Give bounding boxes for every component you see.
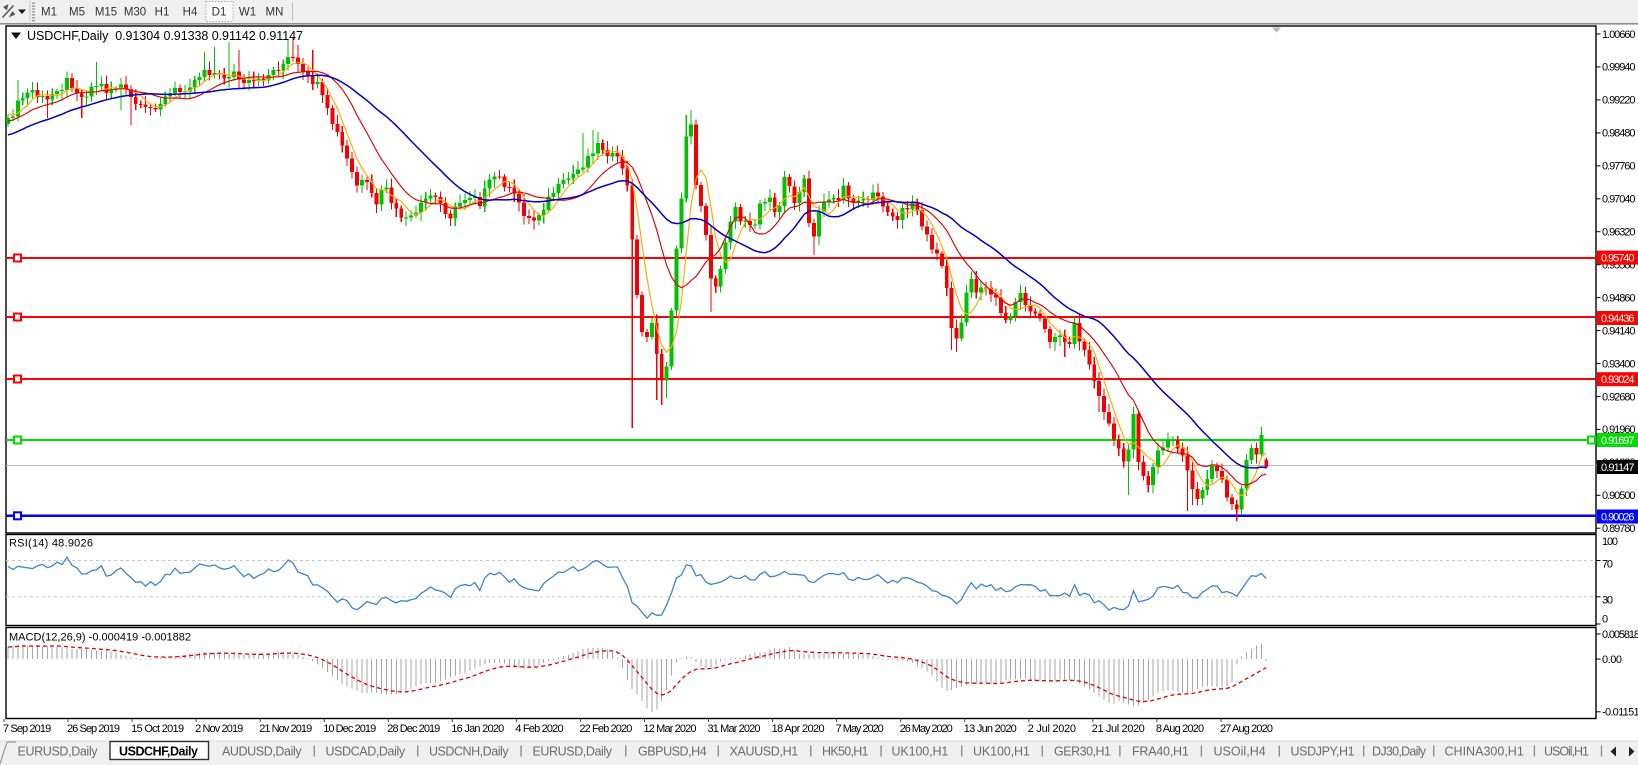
svg-text:H4: H4	[183, 7, 198, 19]
svg-text:USDCNH,Daily: USDCNH,Daily	[429, 745, 509, 759]
svg-text:RSI(14) 48.9026: RSI(14) 48.9026	[9, 538, 93, 550]
svg-text:0.91697: 0.91697	[1601, 435, 1635, 447]
svg-text:0.92680: 0.92680	[1602, 391, 1636, 403]
svg-text:0.94436: 0.94436	[1601, 313, 1635, 325]
svg-text:70: 70	[1602, 558, 1613, 570]
svg-text:0: 0	[1602, 613, 1608, 625]
svg-text:USDCHF,Daily 0.91304 0.91338: USDCHF,Daily 0.91304 0.91338 0.91142 0.9…	[27, 29, 303, 43]
svg-text:21 Nov 2019: 21 Nov 2019	[259, 723, 312, 735]
svg-text:0.90026: 0.90026	[1601, 511, 1635, 523]
svg-text:7 Sep 2019: 7 Sep 2019	[3, 723, 51, 735]
svg-text:0.94140: 0.94140	[1602, 325, 1636, 337]
svg-text:0.98480: 0.98480	[1602, 128, 1636, 140]
svg-text:0.89780: 0.89780	[1602, 523, 1636, 535]
svg-text:M1: M1	[41, 7, 57, 19]
svg-text:M15: M15	[95, 7, 117, 19]
svg-text:4 Feb 2020: 4 Feb 2020	[515, 723, 563, 735]
svg-text:W1: W1	[239, 7, 256, 19]
svg-text:100: 100	[1602, 536, 1618, 548]
svg-text:UK100,H1: UK100,H1	[892, 745, 949, 759]
svg-text:12 Mar 2020: 12 Mar 2020	[644, 723, 697, 735]
svg-text:USDCAD,Daily: USDCAD,Daily	[326, 745, 406, 759]
svg-text:0.005818: 0.005818	[1602, 629, 1638, 641]
svg-text:GER30,H1: GER30,H1	[1054, 745, 1111, 759]
svg-text:8 Aug 2020: 8 Aug 2020	[1156, 723, 1204, 735]
svg-text:EURUSD,Daily: EURUSD,Daily	[18, 745, 99, 759]
svg-text:USOil,H1: USOil,H1	[1544, 745, 1589, 759]
svg-text:16 Jan 2020: 16 Jan 2020	[451, 723, 504, 735]
svg-text:0.99220: 0.99220	[1602, 95, 1636, 107]
svg-text:HK50,H1: HK50,H1	[822, 745, 869, 759]
svg-text:UK100,H1: UK100,H1	[973, 745, 1030, 759]
svg-text:0.93024: 0.93024	[1601, 374, 1635, 386]
svg-text:7 May 2020: 7 May 2020	[836, 723, 884, 735]
svg-text:15 Oct 2019: 15 Oct 2019	[131, 723, 184, 735]
svg-text:MN: MN	[266, 7, 284, 19]
svg-text:0.94860: 0.94860	[1602, 292, 1636, 304]
svg-text:M5: M5	[69, 7, 85, 19]
svg-text:1.00660: 1.00660	[1602, 29, 1636, 41]
svg-text:31 Mar 2020: 31 Mar 2020	[708, 723, 761, 735]
svg-text:H1: H1	[155, 7, 170, 19]
svg-text:-0.011514: -0.011514	[1602, 707, 1638, 719]
svg-text:22 Feb 2020: 22 Feb 2020	[579, 723, 632, 735]
svg-text:USOil,H4: USOil,H4	[1214, 745, 1266, 759]
svg-text:26 Sep 2019: 26 Sep 2019	[67, 723, 120, 735]
svg-text:USDJPY,H1: USDJPY,H1	[1291, 745, 1355, 759]
svg-text:GBPUSD,H4: GBPUSD,H4	[638, 745, 707, 759]
svg-text:0.00: 0.00	[1602, 654, 1622, 666]
svg-text:27 Aug 2020: 27 Aug 2020	[1220, 723, 1273, 735]
svg-text:26 May 2020: 26 May 2020	[900, 723, 953, 735]
svg-text:D1: D1	[212, 7, 227, 19]
svg-text:30: 30	[1602, 595, 1613, 607]
svg-text:XAUUSD,H1: XAUUSD,H1	[730, 745, 799, 759]
svg-text:0.95740: 0.95740	[1601, 252, 1635, 264]
svg-text:13 Jun 2020: 13 Jun 2020	[964, 723, 1017, 735]
svg-text:FRA40,H1: FRA40,H1	[1132, 745, 1189, 759]
svg-text:AUDUSD,Daily: AUDUSD,Daily	[222, 745, 302, 759]
svg-text:MACD(12,26,9) -0.000419 -0.001: MACD(12,26,9) -0.000419 -0.001882	[9, 632, 191, 644]
svg-text:21 Jul 2020: 21 Jul 2020	[1092, 723, 1145, 735]
svg-text:0.96320: 0.96320	[1602, 227, 1636, 239]
svg-text:2 Jul 2020: 2 Jul 2020	[1028, 723, 1076, 735]
svg-text:0.91147: 0.91147	[1601, 462, 1635, 474]
svg-text:18 Apr 2020: 18 Apr 2020	[772, 723, 825, 735]
svg-text:DJ30,Daily: DJ30,Daily	[1372, 745, 1427, 759]
svg-text:0.90500: 0.90500	[1602, 490, 1636, 502]
svg-text:0.99940: 0.99940	[1602, 62, 1636, 74]
svg-text:28 Dec 2019: 28 Dec 2019	[387, 723, 440, 735]
svg-text:10 Dec 2019: 10 Dec 2019	[323, 723, 376, 735]
svg-text:CHINA300,H1: CHINA300,H1	[1445, 745, 1524, 759]
svg-text:M30: M30	[124, 7, 146, 19]
svg-text:0.97760: 0.97760	[1602, 161, 1636, 173]
svg-text:USDCHF,Daily: USDCHF,Daily	[119, 745, 198, 759]
svg-text:2 Nov 2019: 2 Nov 2019	[195, 723, 243, 735]
svg-text:0.97040: 0.97040	[1602, 194, 1636, 206]
svg-text:0.93400: 0.93400	[1602, 358, 1636, 370]
svg-text:EURUSD,Daily: EURUSD,Daily	[533, 745, 613, 759]
